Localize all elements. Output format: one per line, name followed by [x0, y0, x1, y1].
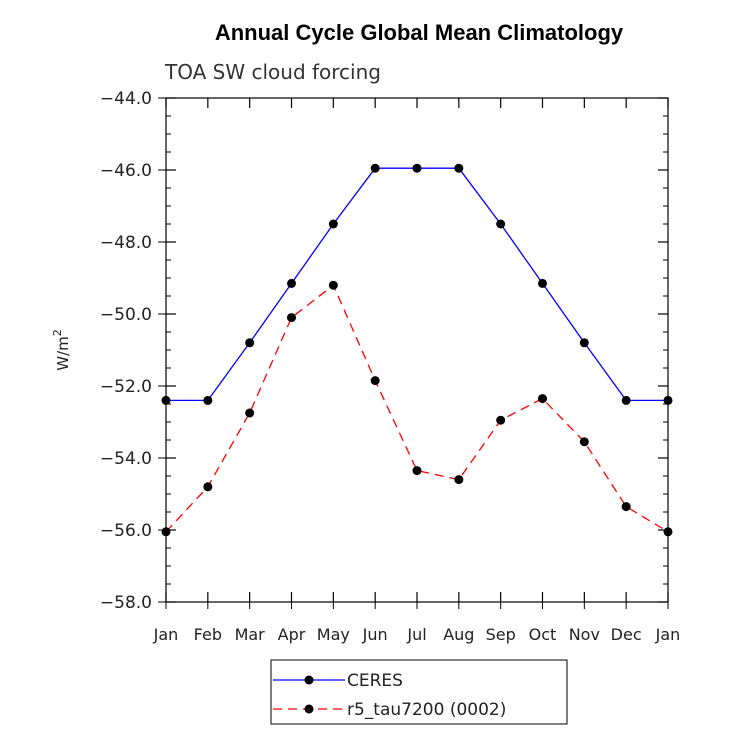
y-tick-label: −52.0 [100, 377, 152, 397]
y-axis-label-base: W/m [54, 336, 72, 371]
series-1-point [287, 313, 296, 323]
legend-marker-ceres [304, 675, 314, 685]
legend-label-model: r5_tau7200 (0002) [347, 700, 506, 720]
series-0-point [454, 163, 464, 173]
series-0-point [579, 338, 589, 348]
series-1-point [412, 466, 422, 476]
series-0-point [287, 278, 296, 288]
legend: CERES r5_tau7200 (0002) [270, 659, 568, 725]
series-1-point [538, 394, 547, 404]
series-1-point [328, 280, 338, 290]
x-tick-label: Apr [278, 625, 306, 644]
x-tick-label: Jan [655, 625, 681, 644]
series-1-point [454, 475, 464, 485]
y-axis-label: W/m2 [51, 329, 72, 371]
series-1-point [370, 376, 380, 386]
x-tick-label: Dec [611, 625, 642, 644]
series-1-point [663, 527, 673, 537]
series-0-point [161, 395, 171, 405]
x-tick-label: Mar [235, 625, 266, 644]
x-tick-label: Jan [153, 625, 179, 644]
series-0-point [621, 395, 631, 405]
series-0-point [412, 163, 422, 173]
x-tick-label: Nov [569, 625, 600, 644]
series-0-point [496, 219, 506, 229]
x-tick-label: Oct [529, 625, 557, 644]
series-1-point [161, 527, 171, 537]
series-0-point [245, 338, 255, 348]
series-1-point [203, 482, 213, 492]
series-1-point [579, 437, 589, 447]
series-0-point [538, 278, 547, 288]
y-tick-label: −58.0 [100, 593, 152, 613]
y-tick-label: −54.0 [100, 449, 152, 469]
series-0-point [203, 395, 213, 405]
x-tick-label: May [317, 625, 350, 644]
x-tick-label: Jun [362, 625, 388, 644]
plot-frame [165, 97, 669, 603]
series-0-point [370, 163, 380, 173]
y-axis-label-sup: 2 [51, 329, 64, 336]
chart-subtitle: TOA SW cloud forcing [164, 60, 381, 84]
legend-marker-model [304, 704, 314, 714]
y-tick-label: −50.0 [100, 305, 152, 325]
series-1-point [496, 415, 506, 425]
series-1-point [245, 408, 255, 418]
y-tick-label: −46.0 [100, 161, 152, 181]
y-tick-label: −48.0 [100, 233, 152, 253]
series-line-1 [165, 284, 669, 533]
series-0-point [328, 219, 338, 229]
x-tick-label: Feb [194, 625, 222, 644]
y-tick-label: −56.0 [100, 521, 152, 541]
x-tick-label: Jul [406, 625, 426, 644]
chart-title: Annual Cycle Global Mean Climatology [215, 20, 624, 45]
series-line-0 [166, 167, 668, 402]
series-0-point [663, 395, 673, 405]
series-layer [161, 163, 673, 537]
series-1-point [621, 502, 631, 512]
legend-label-ceres: CERES [347, 671, 403, 691]
y-tick-label: −44.0 [100, 89, 152, 109]
axes-layer: −58.0 −56.0 −54.0 −52.0 −50.0 −48.0 −46.0 −44.0… [100, 89, 680, 644]
legend-box [270, 659, 568, 725]
x-tick-label: Sep [486, 625, 516, 644]
x-tick-label: Aug [443, 625, 474, 644]
